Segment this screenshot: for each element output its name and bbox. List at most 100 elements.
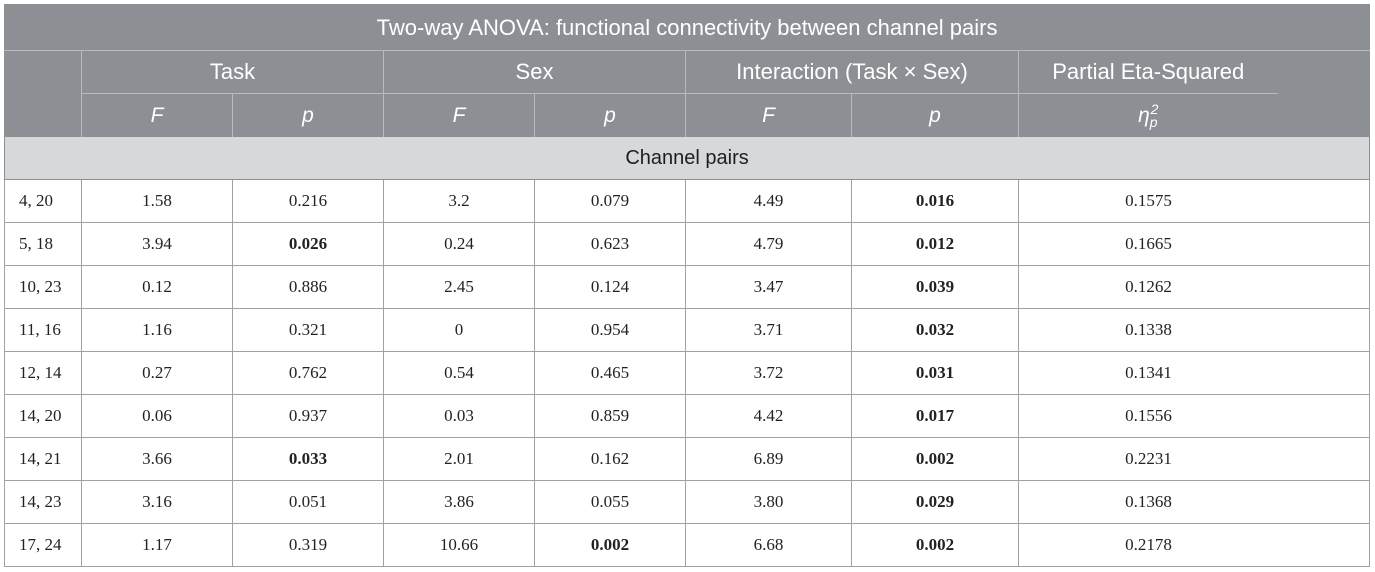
cell-eta: 0.1262 bbox=[1017, 265, 1371, 309]
cell-value: 3.86 bbox=[444, 492, 474, 511]
cell-value: 10.66 bbox=[439, 535, 479, 554]
cell-sex-p: 0.859 bbox=[534, 394, 686, 438]
table-title: Two-way ANOVA: functional connectivity b… bbox=[4, 4, 1370, 51]
cell-value: 5, 18 bbox=[19, 234, 53, 253]
cell-sex-f: 0.03 bbox=[383, 394, 535, 438]
cell-value: 0.029 bbox=[915, 492, 955, 511]
cell-value: 3.16 bbox=[142, 492, 172, 511]
cell-sex-p: 0.162 bbox=[534, 437, 686, 481]
cell-value: 0.937 bbox=[288, 406, 328, 425]
cell-sex-f: 10.66 bbox=[383, 523, 535, 567]
cell-value: 0.2178 bbox=[1125, 535, 1172, 554]
cell-value: 2.01 bbox=[444, 449, 474, 468]
cell-value: 0.12 bbox=[142, 277, 172, 296]
cell-value: 0.124 bbox=[590, 277, 630, 296]
cell-eta: 0.1368 bbox=[1017, 480, 1371, 524]
cell-value: 0.762 bbox=[288, 363, 328, 382]
table-row: 5, 18 3.94 0.026 0.24 0.623 4.79 0.012 0.1665 bbox=[4, 222, 1371, 266]
cell-value: 0.032 bbox=[915, 320, 955, 339]
row-label-cell: 4, 20 bbox=[4, 179, 82, 223]
row-label-cell: 5, 18 bbox=[4, 222, 82, 266]
cell-value: 0.319 bbox=[288, 535, 328, 554]
row-label-cell: 10, 23 bbox=[4, 265, 82, 309]
row-label-cell: 14, 23 bbox=[4, 480, 82, 524]
group-header-interaction: Interaction (Task × Sex) bbox=[685, 50, 1019, 94]
cell-sex-f: 2.45 bbox=[383, 265, 535, 309]
cell-int-f: 3.71 bbox=[685, 308, 852, 352]
cell-value: 0.055 bbox=[590, 492, 630, 511]
cell-sex-p: 0.002 bbox=[534, 523, 686, 567]
table-row: 12, 14 0.27 0.762 0.54 0.465 3.72 0.031 0.1341 bbox=[4, 351, 1371, 395]
cell-value: 0.859 bbox=[590, 406, 630, 425]
cell-task-p: 0.886 bbox=[232, 265, 384, 309]
cell-task-p: 0.026 bbox=[232, 222, 384, 266]
cell-int-f: 4.49 bbox=[685, 179, 852, 223]
cell-value: 0.216 bbox=[288, 191, 328, 210]
subheader-sex-p: p bbox=[534, 93, 686, 137]
stub-header bbox=[4, 50, 82, 94]
cell-value: 0.886 bbox=[288, 277, 328, 296]
cell-eta: 0.1338 bbox=[1017, 308, 1371, 352]
cell-value: 0.1262 bbox=[1125, 277, 1172, 296]
cell-int-p: 0.031 bbox=[851, 351, 1019, 395]
cell-value: 0.033 bbox=[288, 449, 328, 468]
cell-eta: 0.1341 bbox=[1017, 351, 1371, 395]
cell-int-f: 3.47 bbox=[685, 265, 852, 309]
cell-value: 3.66 bbox=[142, 449, 172, 468]
group-header-sex: Sex bbox=[383, 50, 686, 94]
cell-task-p: 0.937 bbox=[232, 394, 384, 438]
cell-value: 4, 20 bbox=[19, 191, 53, 210]
cell-value: 0.002 bbox=[590, 535, 630, 554]
subheader-blank bbox=[1277, 93, 1370, 137]
subheader-task-p: p bbox=[232, 93, 384, 137]
cell-value: 0.031 bbox=[915, 363, 955, 382]
eta-base: η bbox=[1138, 103, 1150, 127]
cell-value: 12, 14 bbox=[19, 363, 62, 382]
cell-value: 0.017 bbox=[915, 406, 955, 425]
row-label-cell: 14, 21 bbox=[4, 437, 82, 481]
cell-task-f: 0.27 bbox=[81, 351, 233, 395]
cell-eta: 0.1556 bbox=[1017, 394, 1371, 438]
cell-value: 3.94 bbox=[142, 234, 172, 253]
cell-value: 4.42 bbox=[753, 406, 784, 425]
cell-eta: 0.2178 bbox=[1017, 523, 1371, 567]
cell-task-f: 0.12 bbox=[81, 265, 233, 309]
cell-eta: 0.1665 bbox=[1017, 222, 1371, 266]
group-header-task: Task bbox=[81, 50, 384, 94]
cell-task-f: 3.16 bbox=[81, 480, 233, 524]
table-row: 14, 23 3.16 0.051 3.86 0.055 3.80 0.029 0.1368 bbox=[4, 480, 1371, 524]
subheader-eta: ηp2 bbox=[1018, 93, 1278, 137]
subheader-task-f: F bbox=[81, 93, 233, 137]
anova-table-container: Two-way ANOVA: functional connectivity b… bbox=[4, 4, 1371, 567]
cell-value: 0.1575 bbox=[1125, 191, 1172, 210]
cell-value: 0.954 bbox=[590, 320, 630, 339]
cell-sex-p: 0.954 bbox=[534, 308, 686, 352]
cell-int-p: 0.002 bbox=[851, 523, 1019, 567]
cell-value: 0.623 bbox=[590, 234, 630, 253]
cell-task-f: 1.16 bbox=[81, 308, 233, 352]
cell-int-f: 3.80 bbox=[685, 480, 852, 524]
cell-task-f: 3.66 bbox=[81, 437, 233, 481]
table-row: 14, 21 3.66 0.033 2.01 0.162 6.89 0.002 0.2231 bbox=[4, 437, 1371, 481]
cell-value: 0.321 bbox=[288, 320, 328, 339]
cell-value: 0.162 bbox=[590, 449, 630, 468]
cell-value: 0.079 bbox=[590, 191, 630, 210]
cell-sex-p: 0.124 bbox=[534, 265, 686, 309]
cell-value: 0.026 bbox=[288, 234, 328, 253]
cell-value: 3.71 bbox=[753, 320, 784, 339]
cell-value: 1.17 bbox=[142, 535, 172, 554]
cell-task-p: 0.051 bbox=[232, 480, 384, 524]
cell-value: 0.012 bbox=[915, 234, 955, 253]
cell-value: 14, 20 bbox=[19, 406, 62, 425]
cell-value: 3.72 bbox=[753, 363, 784, 382]
cell-int-f: 6.68 bbox=[685, 523, 852, 567]
subheader-int-f: F bbox=[685, 93, 852, 137]
eta-superscript: 2 bbox=[1150, 100, 1159, 117]
cell-value: 0.051 bbox=[288, 492, 328, 511]
cell-value: 0.1556 bbox=[1125, 406, 1172, 425]
cell-int-f: 4.79 bbox=[685, 222, 852, 266]
table-row: 17, 24 1.17 0.319 10.66 0.002 6.68 0.002 0.2178 bbox=[4, 523, 1371, 567]
cell-value: 10, 23 bbox=[19, 277, 62, 296]
subheader-sex-f: F bbox=[383, 93, 535, 137]
table-row: 10, 23 0.12 0.886 2.45 0.124 3.47 0.039 0.1262 bbox=[4, 265, 1371, 309]
